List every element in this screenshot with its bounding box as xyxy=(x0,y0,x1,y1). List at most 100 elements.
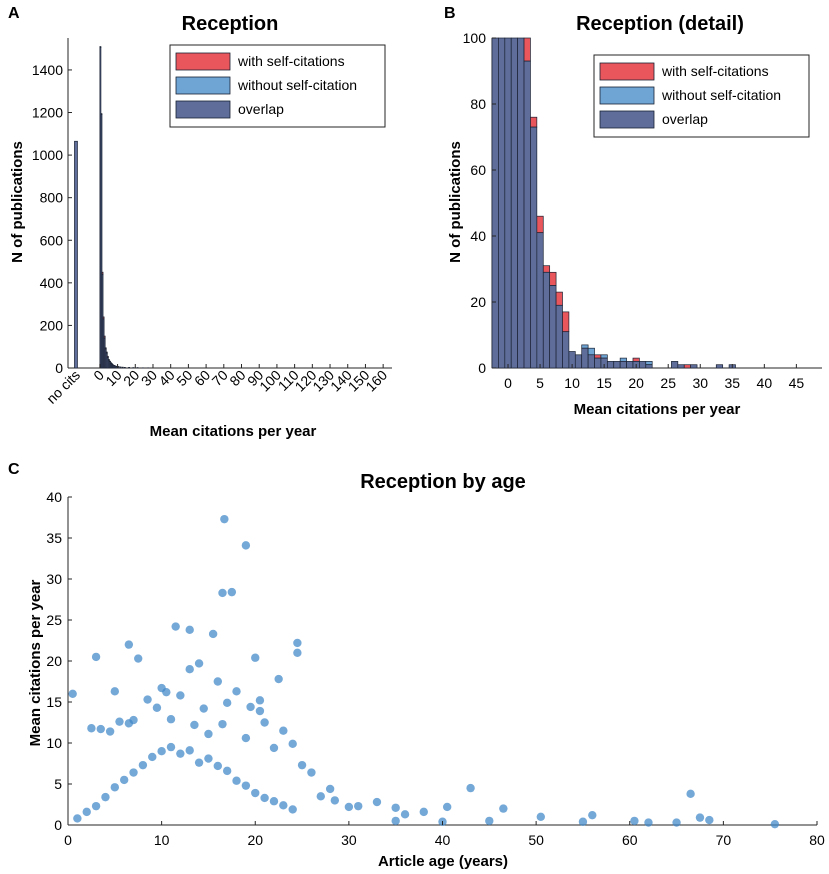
bar-no-cits xyxy=(74,140,78,369)
bar-overlap-19 xyxy=(121,366,124,369)
chart-a-legend: with self-citations without self-citation… xyxy=(169,44,386,128)
scatter-point-60 xyxy=(588,810,597,820)
scatter-point-92 xyxy=(260,793,269,803)
x-tick-label: 10 xyxy=(564,375,580,391)
bar-overlap-15 xyxy=(587,354,595,369)
scatter-point-15 xyxy=(293,638,302,648)
chart-reception: 0200400600800100012001400010203040506070… xyxy=(9,13,392,440)
scatter-point-3 xyxy=(134,654,143,663)
y-tick-label: 600 xyxy=(40,232,64,248)
y-tick-label: 100 xyxy=(463,30,487,46)
scatter-point-39 xyxy=(96,724,105,734)
scatter-point-62 xyxy=(686,789,695,799)
y-tick-label: 1400 xyxy=(32,62,63,78)
scatter-point-54 xyxy=(400,810,410,819)
bar-overlap-35 xyxy=(715,364,724,369)
scatter-point-61 xyxy=(630,816,639,826)
legend-swatch-2 xyxy=(599,110,655,129)
chart-c-ylabel: Mean citations per year xyxy=(27,579,44,746)
panel-label-a: A xyxy=(8,5,20,22)
legend-label-1: without self-citation xyxy=(237,77,357,93)
y-tick-label: 200 xyxy=(40,317,64,333)
bar-overlap-9 xyxy=(549,285,557,369)
scatter-point-83 xyxy=(176,749,185,758)
chart-a-ylabel: N of publications xyxy=(9,141,26,263)
scatter-point-79 xyxy=(138,760,148,770)
scatter-point-36 xyxy=(190,720,199,730)
x-tick-label: 20 xyxy=(628,375,644,391)
scatter-point-64 xyxy=(705,815,714,825)
scatter-point-71 xyxy=(672,818,681,827)
x-tick-label: 20 xyxy=(247,832,263,848)
bar-excess-17 xyxy=(600,354,608,359)
scatter-point-46 xyxy=(307,768,316,777)
scatter-point-19 xyxy=(162,687,171,697)
x-tick-label-no-cits: no cits xyxy=(43,367,83,407)
bar-overlap-24 xyxy=(645,364,653,369)
bar-overlap-6 xyxy=(530,126,538,369)
scatter-point-58 xyxy=(499,804,508,813)
scatter-point-25 xyxy=(152,703,162,712)
scatter-point-12 xyxy=(241,541,251,550)
chart-c-title: Reception by age xyxy=(360,471,526,493)
scatter-point-4 xyxy=(171,622,180,631)
y-tick-label: 0 xyxy=(478,360,486,376)
scatter-point-5 xyxy=(185,665,194,674)
y-tick-label: 5 xyxy=(54,776,62,792)
x-tick-label: 5 xyxy=(536,375,544,391)
bar-overlap-4 xyxy=(517,37,525,369)
x-tick-label: 30 xyxy=(341,832,357,848)
scatter-point-32 xyxy=(115,717,124,726)
x-tick-label: 35 xyxy=(725,375,741,391)
chart-c-axes xyxy=(67,497,817,826)
scatter-point-76 xyxy=(110,783,120,792)
scatter-point-1 xyxy=(91,652,101,662)
chart-a-bars xyxy=(74,46,150,369)
scatter-point-90 xyxy=(241,781,251,790)
scatter-point-43 xyxy=(269,743,279,753)
y-tick-label: 15 xyxy=(46,694,62,710)
bar-excess-9 xyxy=(549,271,557,286)
bar-overlap-2 xyxy=(504,37,512,369)
scatter-point-74 xyxy=(91,801,101,811)
scatter-point-95 xyxy=(288,805,297,814)
bar-excess-20 xyxy=(619,357,627,362)
scatter-point-82 xyxy=(166,742,176,752)
chart-reception-detail: 0 20 40 60 80 100 0 5 10 15 20 25 30 35 40 45 Reception… xyxy=(447,13,822,418)
scatter-point-7 xyxy=(194,659,204,668)
bar-overlap-28 xyxy=(671,361,679,369)
scatter-point-37 xyxy=(218,719,227,729)
chart-b-ylabel: N of publications xyxy=(447,141,464,263)
scatter-point-81 xyxy=(157,747,166,756)
y-tick-label: 20 xyxy=(46,653,62,669)
scatter-point-66 xyxy=(391,816,400,826)
scatter-point-21 xyxy=(232,687,241,696)
y-tick-label: 800 xyxy=(40,190,64,206)
bar-overlap-17 xyxy=(117,366,120,369)
legend-swatch-0 xyxy=(599,62,655,81)
bar-excess-15 xyxy=(587,347,595,356)
scatter-point-47 xyxy=(316,792,325,801)
scatter-point-34 xyxy=(129,715,138,725)
y-tick-label: 40 xyxy=(46,489,62,505)
scatter-point-52 xyxy=(372,797,382,807)
scatter-point-31 xyxy=(279,726,288,735)
scatter-point-38 xyxy=(87,724,96,733)
bar-overlap-7 xyxy=(536,232,544,369)
scatter-point-73 xyxy=(82,807,91,817)
scatter-point-78 xyxy=(129,768,138,777)
legend-label-2: overlap xyxy=(662,111,708,127)
bar-overlap-8 xyxy=(542,271,551,369)
x-tick-label: 40 xyxy=(757,375,773,391)
scatter-point-26 xyxy=(176,691,185,700)
x-tick-label: 80 xyxy=(809,832,825,848)
y-tick-label: 60 xyxy=(470,162,486,178)
bar-excess-14 xyxy=(581,344,589,349)
chart-reception-by-age: 0 5 10 15 20 25 30 35 40 0 10 20 30 40 50 60 70 80 Recept… xyxy=(27,471,825,870)
legend-label-2: overlap xyxy=(238,101,284,117)
x-tick-label: 40 xyxy=(435,832,451,848)
scatter-point-75 xyxy=(101,792,110,802)
chart-b-title: Reception (detail) xyxy=(576,13,744,35)
scatter-point-93 xyxy=(269,797,279,806)
scatter-point-13 xyxy=(251,653,260,662)
